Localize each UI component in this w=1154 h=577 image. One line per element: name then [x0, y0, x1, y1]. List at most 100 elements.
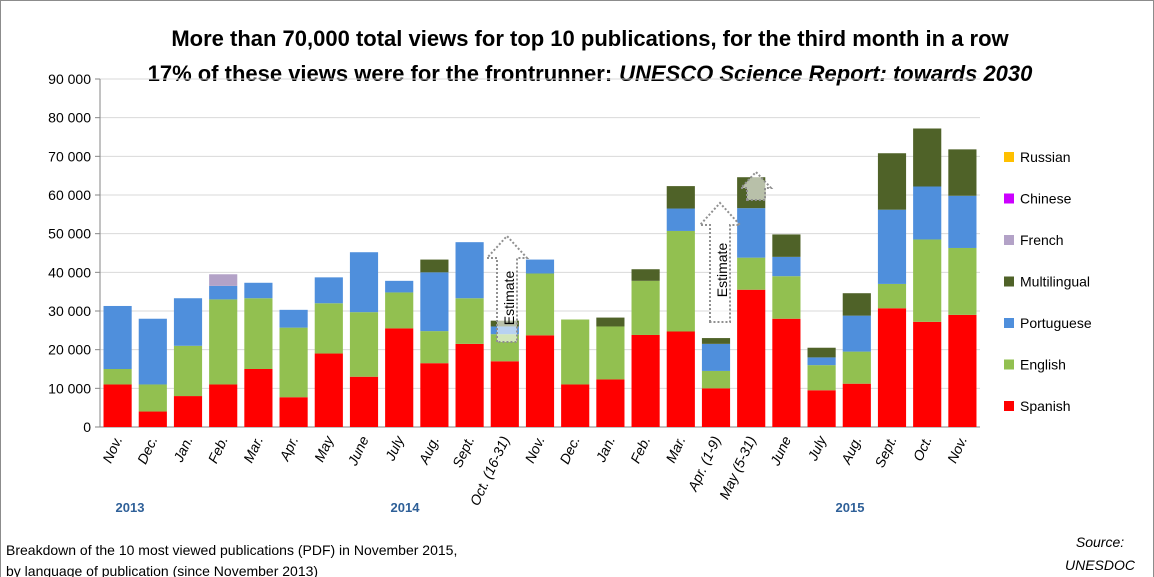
legend-label: French — [1020, 232, 1064, 248]
chart-subtitle: 17% of these views were for the frontrun… — [148, 61, 1034, 86]
x-tick-label: Jan. — [170, 434, 196, 466]
bar-segment — [209, 285, 238, 300]
bar-segment — [666, 230, 695, 332]
source: UNESDOC — [1065, 557, 1136, 573]
bar-segment — [138, 411, 167, 427]
legend-swatch — [1004, 359, 1014, 370]
legend-label: Multilingual — [1020, 274, 1090, 290]
bar-segment — [842, 293, 871, 316]
bar-segment — [948, 247, 977, 315]
bar-segment — [631, 280, 660, 335]
bar-segment — [244, 369, 273, 427]
annotation: Estimate — [714, 243, 730, 298]
bar-segment — [842, 383, 871, 427]
x-tick-label: Mar. — [240, 434, 266, 466]
bar-segment — [877, 153, 907, 210]
estimate-arrow — [697, 201, 743, 323]
bar-segment — [209, 384, 238, 427]
bar-segment — [561, 319, 590, 385]
bar-segment — [103, 369, 132, 385]
x-tick-label: July — [804, 433, 830, 464]
bar-segment — [737, 289, 766, 427]
bar-segment — [737, 208, 766, 258]
bar-segment — [913, 239, 942, 322]
subtitle-italic: UNESCO Science Report: towards 2030 — [619, 61, 1033, 86]
x-tick-label: June — [344, 433, 372, 468]
bar-segment — [596, 317, 625, 327]
bar-segment — [807, 357, 836, 366]
bar-segment — [455, 298, 484, 344]
legend-swatch — [1004, 401, 1014, 411]
bar-segment — [138, 318, 167, 385]
estimate-arrows: Estimate Estimate — [484, 170, 774, 343]
bar-segment — [349, 312, 379, 377]
x-tick-label: Nov. — [99, 434, 125, 466]
x-tick-label: Feb. — [627, 434, 653, 466]
bar-segment — [948, 149, 977, 196]
bar-segment — [877, 283, 907, 309]
chart-title: More than 70,000 total views for top 10 … — [171, 26, 1009, 51]
bar-segment — [807, 390, 836, 427]
estimate-arrow — [738, 170, 774, 201]
x-tick-label: Apr. — [276, 434, 302, 464]
legend-label: Spanish — [1020, 398, 1071, 414]
x-tick-label: May (5-31) — [716, 434, 759, 502]
x-tick-label: July — [381, 433, 407, 464]
bar-segment — [103, 305, 132, 369]
x-tick-label: Aug. — [837, 434, 864, 468]
x-tick-label: Feb. — [205, 434, 231, 466]
legend-label: Russian — [1020, 149, 1071, 165]
year-label: 2013 — [116, 500, 145, 515]
legend-swatch — [1004, 276, 1014, 287]
bar-segment — [877, 308, 907, 427]
bar-segment — [244, 298, 273, 369]
legend-label: Chinese — [1020, 191, 1072, 207]
x-tick-label: Oct. — [910, 434, 935, 464]
y-tick-label: 50 000 — [48, 226, 91, 242]
footnote: Breakdown of the 10 most viewed publicat… — [6, 542, 457, 558]
bar-segment — [948, 314, 977, 427]
bar-segment — [138, 384, 167, 412]
x-tick-label: Sept. — [449, 434, 477, 470]
bar-segment — [772, 234, 801, 257]
x-tick-label: Nov. — [521, 434, 547, 466]
bar-segment — [913, 128, 942, 187]
x-tick-label: June — [766, 433, 794, 468]
bar-segment — [420, 331, 449, 364]
bar-segment — [701, 338, 731, 344]
y-tick-label: 60 000 — [48, 187, 91, 203]
x-tick-label: Apr. (1-9) — [684, 434, 724, 495]
bar-segment — [420, 363, 449, 427]
plot-area: 0 10 000 20 000 30 000 40 000 50 000 60 000 70 … — [48, 71, 1092, 515]
bar-segment — [349, 376, 379, 427]
bar-segment — [807, 347, 836, 358]
bar-segment — [772, 276, 801, 319]
bar-segment — [666, 186, 695, 209]
bar-segment — [173, 345, 203, 397]
bar-segment — [772, 256, 801, 277]
bar-segment — [244, 282, 273, 299]
bar-segment — [525, 259, 555, 274]
x-tick-label: Nov. — [944, 434, 970, 466]
legend-swatch — [1004, 193, 1014, 204]
bar-segment — [455, 343, 484, 427]
y-tick-label: 0 — [83, 419, 91, 435]
y-tick-label: 40 000 — [48, 264, 91, 280]
x-tick-label: May — [311, 433, 337, 465]
bar-segment — [596, 379, 625, 427]
bar-segment — [455, 242, 484, 299]
bar-segment — [209, 274, 238, 286]
y-tick-label: 70 000 — [48, 148, 91, 164]
y-tick-label: 10 000 — [48, 380, 91, 396]
footnote: by language of publication (since Novemb… — [6, 563, 318, 577]
legend-swatch — [1004, 235, 1014, 245]
x-tick-label: Mar. — [662, 434, 688, 466]
bar-segment — [561, 384, 590, 427]
bar-segment — [666, 208, 695, 231]
bar-segment — [913, 321, 942, 427]
bar-segment — [209, 299, 238, 385]
x-tick-label: Dec. — [556, 434, 583, 467]
bar-segment — [842, 351, 871, 384]
bar-segment — [701, 388, 731, 427]
